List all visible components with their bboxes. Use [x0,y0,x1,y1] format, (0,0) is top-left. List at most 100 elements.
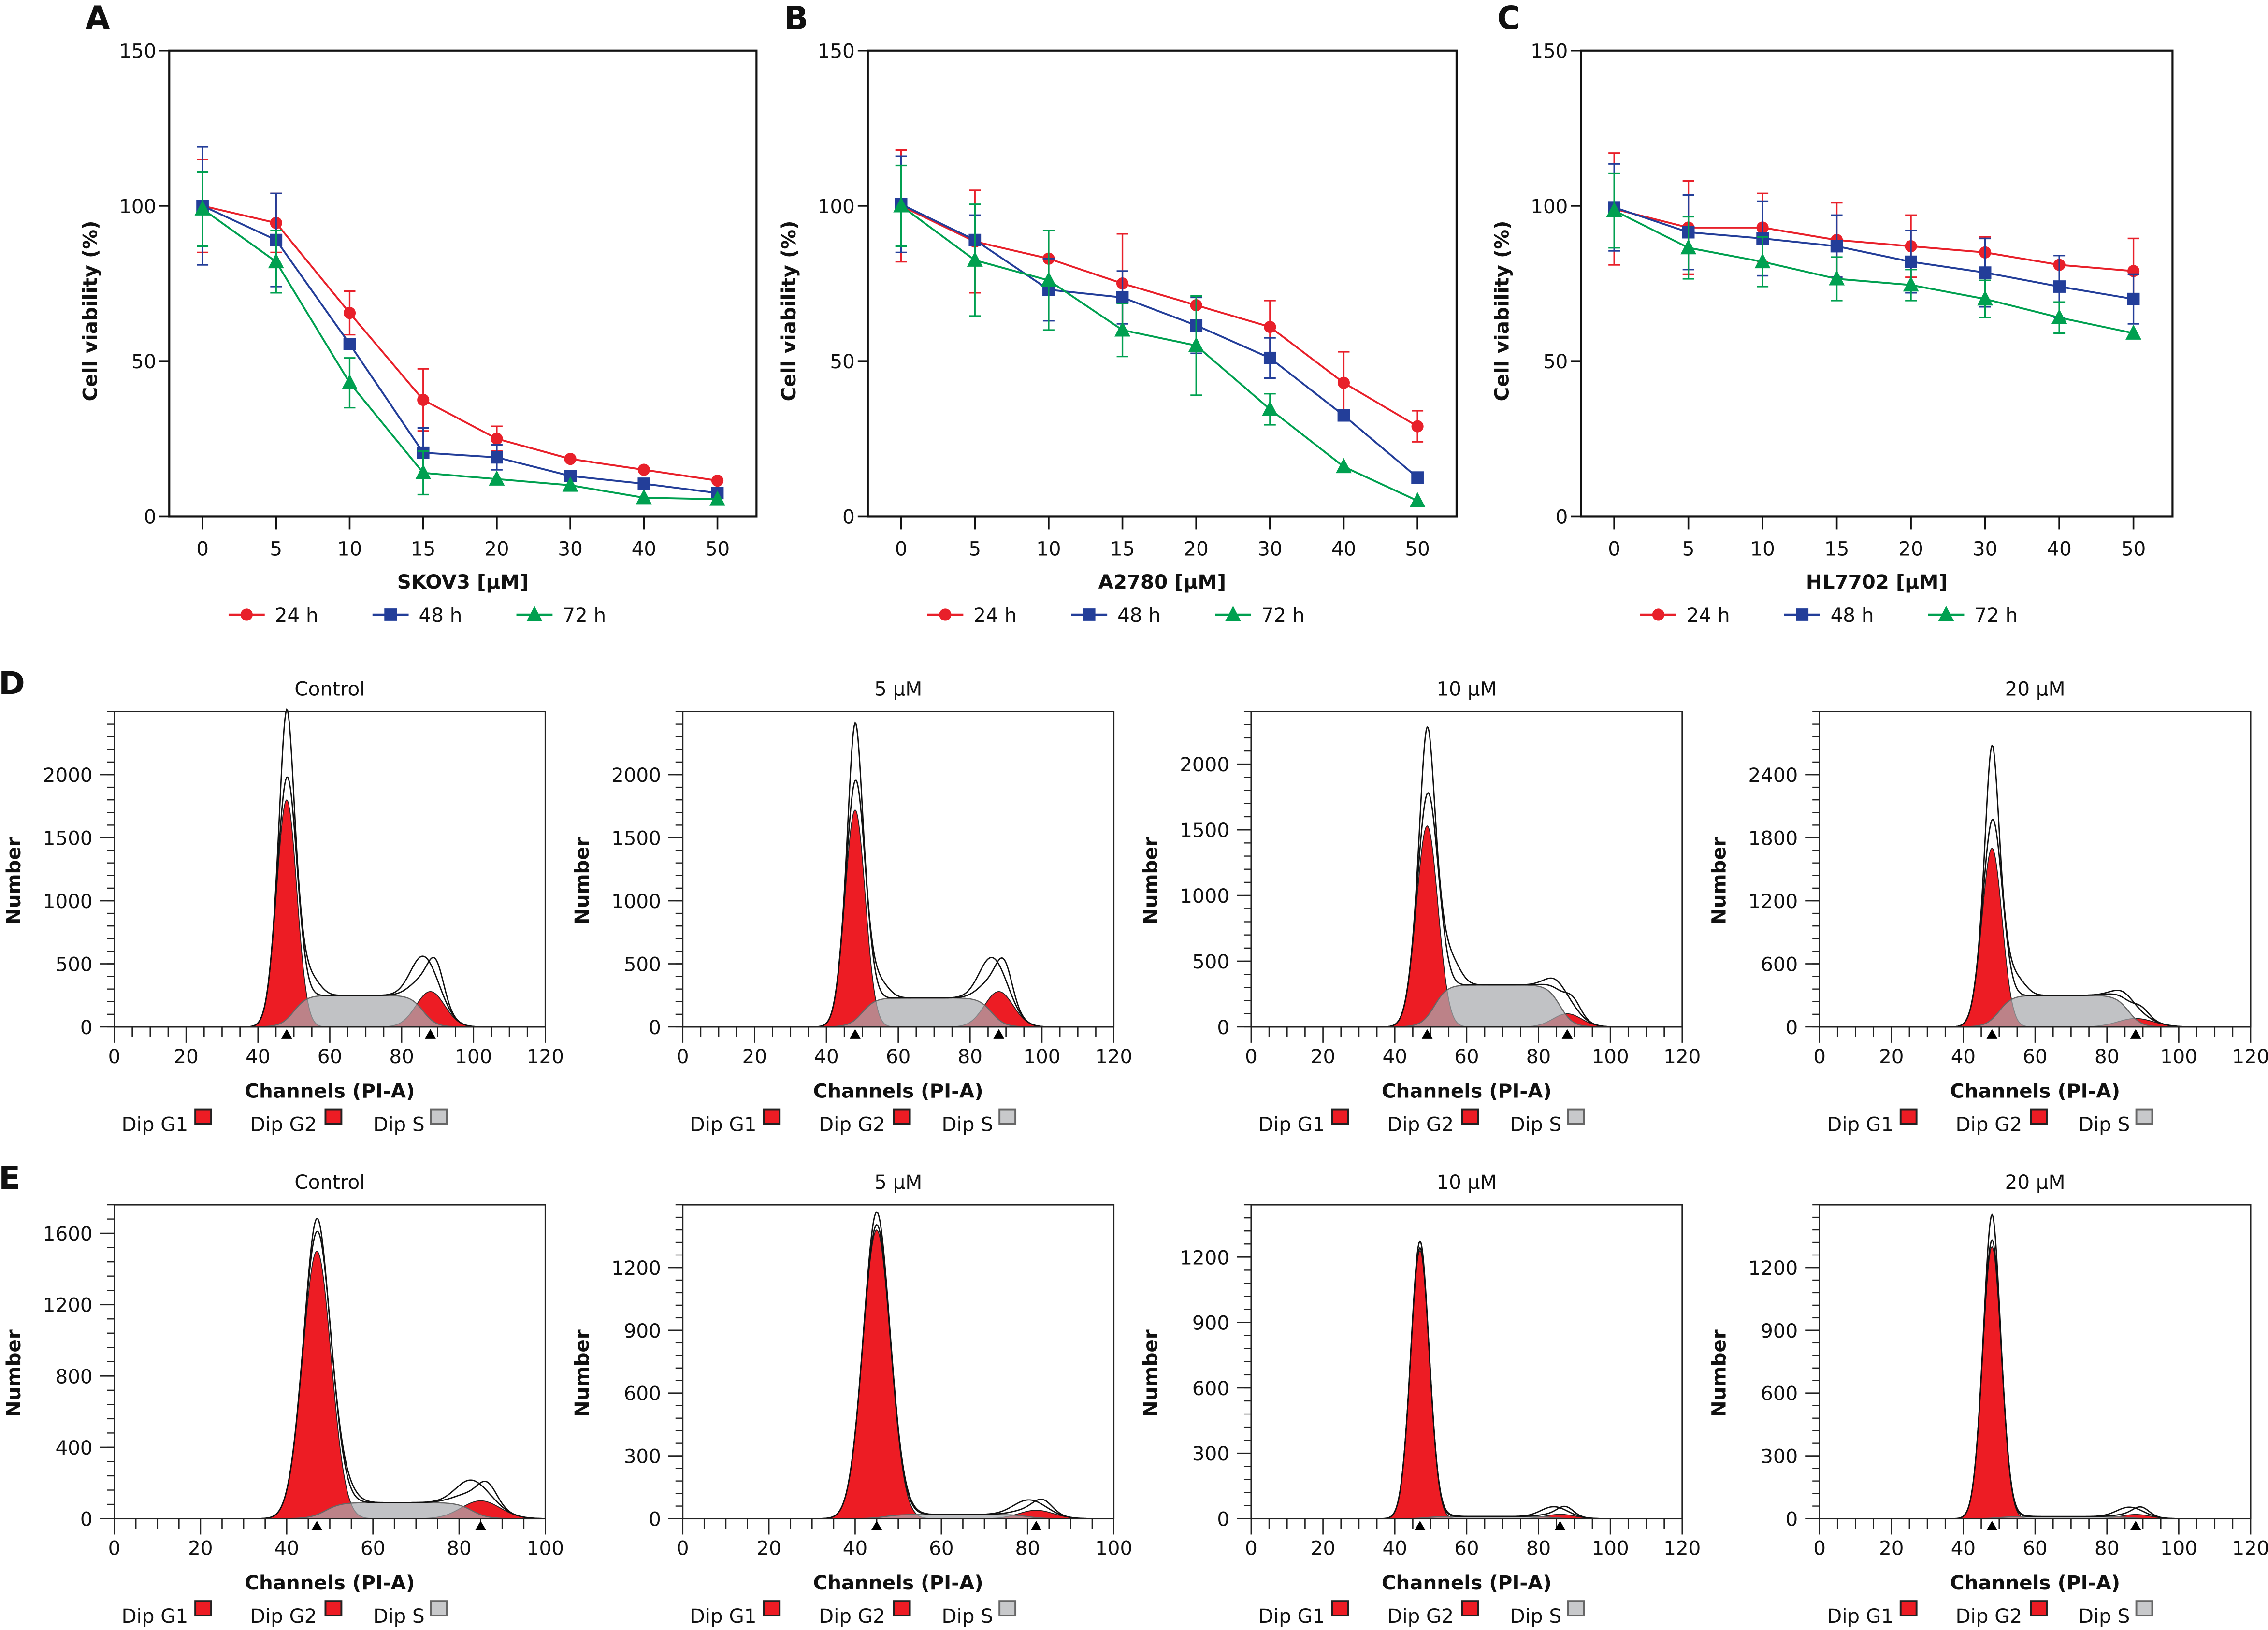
peak-marker-icon [1414,1521,1426,1530]
x-axis-label: HL7702 [µM] [1806,570,1948,593]
histogram-E-3: 10 µM 0 300 600 900 1200 0 20 40 60 80 100 120 Channe… [1139,1170,1701,1628]
raw-histogram-line [1251,726,1682,1028]
x-tick-label: 40 [274,1536,299,1559]
peak-marker-icon [311,1521,323,1530]
y-tick-label: 900 [624,1319,661,1342]
peak-marker-icon [1986,1521,1998,1530]
legend-item: Dip S [373,1600,448,1628]
x-tick-label: 120 [1663,1045,1701,1068]
legend-label: Dip S [373,1112,424,1136]
y-tick-label: 600 [1192,1377,1229,1400]
legend-label: 24 h [1687,604,1730,627]
legend-item: Dip G1 [1258,1600,1349,1628]
data-point [491,451,503,464]
y-tick-label: 2000 [1180,753,1229,776]
y-axis-label: Cell viability (%) [79,221,102,402]
g1-peak-area [114,1250,546,1519]
legend-item: Dip S [1510,1600,1585,1628]
data-point [709,490,726,506]
y-axis-label: Number [570,837,593,924]
y-tick-label: 100 [1531,195,1568,218]
legend-swatch [893,1108,911,1125]
x-tick-label: 50 [1405,537,1430,560]
y-tick-label: 50 [830,350,854,373]
series-line [900,205,1418,427]
x-tick-label: 100 [455,1045,492,1068]
data-point [1116,291,1129,304]
series-line [1614,206,2134,300]
data-point [343,338,356,350]
legend-item: 24 h [1640,604,1730,627]
g1-peak-area [682,1229,1114,1519]
x-tick-label: 120 [2232,1045,2268,1068]
x-tick-label: 80 [447,1536,471,1559]
x-tick-label: 80 [1015,1536,1040,1559]
x-tick-label: 80 [2095,1536,2119,1559]
y-tick-label: 1200 [611,1256,661,1280]
histogram-D-2: 5 µM 0 500 1000 1500 2000 0 20 40 60 80 100 120 Chann… [570,678,1132,1136]
series-72h [893,164,1426,507]
legend-item: Dip G1 [1258,1108,1349,1136]
x-tick-label: 60 [1454,1536,1479,1559]
line-chart-A: A 0 50 100 150 0 5 10 15 20 30 40 50 SKOV3 [µM] Cell v… [79,0,758,627]
legend-item: Dip G2 [250,1108,343,1136]
y-tick-label: 500 [56,952,93,976]
x-tick-label: 60 [929,1536,953,1559]
legend-label: 48 h [1117,604,1161,627]
data-point [1680,239,1697,255]
g1-peak-area [1820,1246,2251,1519]
legend-swatch [194,1600,212,1617]
s-phase-area [1820,995,2251,1028]
x-tick-label: 0 [1813,1536,1826,1559]
legend-swatch [1461,1108,1479,1125]
x-tick-label: 100 [2160,1045,2197,1068]
y-tick-label: 900 [1192,1312,1229,1335]
y-tick-label: 1000 [1180,884,1229,908]
data-point [636,489,652,505]
x-tick-label: 40 [2047,537,2071,560]
x-tick-label: 100 [1592,1045,1629,1068]
y-tick-label: 100 [119,195,156,218]
legend-item: Dip G1 [690,1600,781,1628]
y-tick-label: 1000 [611,890,661,913]
legend-swatch [430,1108,448,1125]
x-tick-label: 0 [1245,1536,1257,1559]
legend-label: Dip G1 [1827,1112,1893,1136]
y-axis-label: Number [1139,837,1162,924]
data-point [2125,324,2142,340]
legend-label: 72 h [563,604,606,627]
legend-label: Dip G1 [690,1112,757,1136]
x-tick-label: 20 [1311,1536,1335,1559]
legend-marker [384,608,397,621]
x-tick-label: 40 [843,1536,867,1559]
legend-swatch [1899,1600,1918,1617]
x-tick-label: 50 [705,537,730,560]
data-point [1040,272,1057,287]
x-tick-label: 60 [2022,1045,2047,1068]
y-tick-label: 600 [1761,1382,1798,1405]
plot-frame [114,711,546,1028]
legend-item: Dip G2 [1387,1108,1479,1136]
legend-item: Dip G1 [121,1108,212,1136]
data-point [637,463,650,476]
panel-letter: D [0,665,25,702]
x-tick-label: 120 [1663,1536,1701,1559]
y-tick-label: 0 [1786,1508,1798,1531]
x-axis-label: Channels (PI-A) [1950,1080,2120,1103]
x-axis-label: Channels (PI-A) [245,1080,415,1103]
x-tick-label: 20 [1879,1536,1904,1559]
y-tick-label: 900 [1761,1319,1798,1342]
legend-label: Dip S [941,1604,993,1628]
raw-histogram-line [1820,1213,2251,1519]
y-tick-label: 600 [624,1382,661,1405]
data-point [1337,409,1350,422]
s-phase-area [682,997,1114,1028]
x-tick-label: 20 [173,1045,198,1068]
raw-histogram-line [114,708,546,1028]
legend-item: 48 h [372,604,462,627]
legend-swatch [1567,1600,1585,1617]
x-tick-label: 120 [1095,1045,1132,1068]
x-tick-label: 20 [188,1536,213,1559]
legend-item: Dip G2 [1955,1108,2048,1136]
data-point [1979,266,1992,279]
